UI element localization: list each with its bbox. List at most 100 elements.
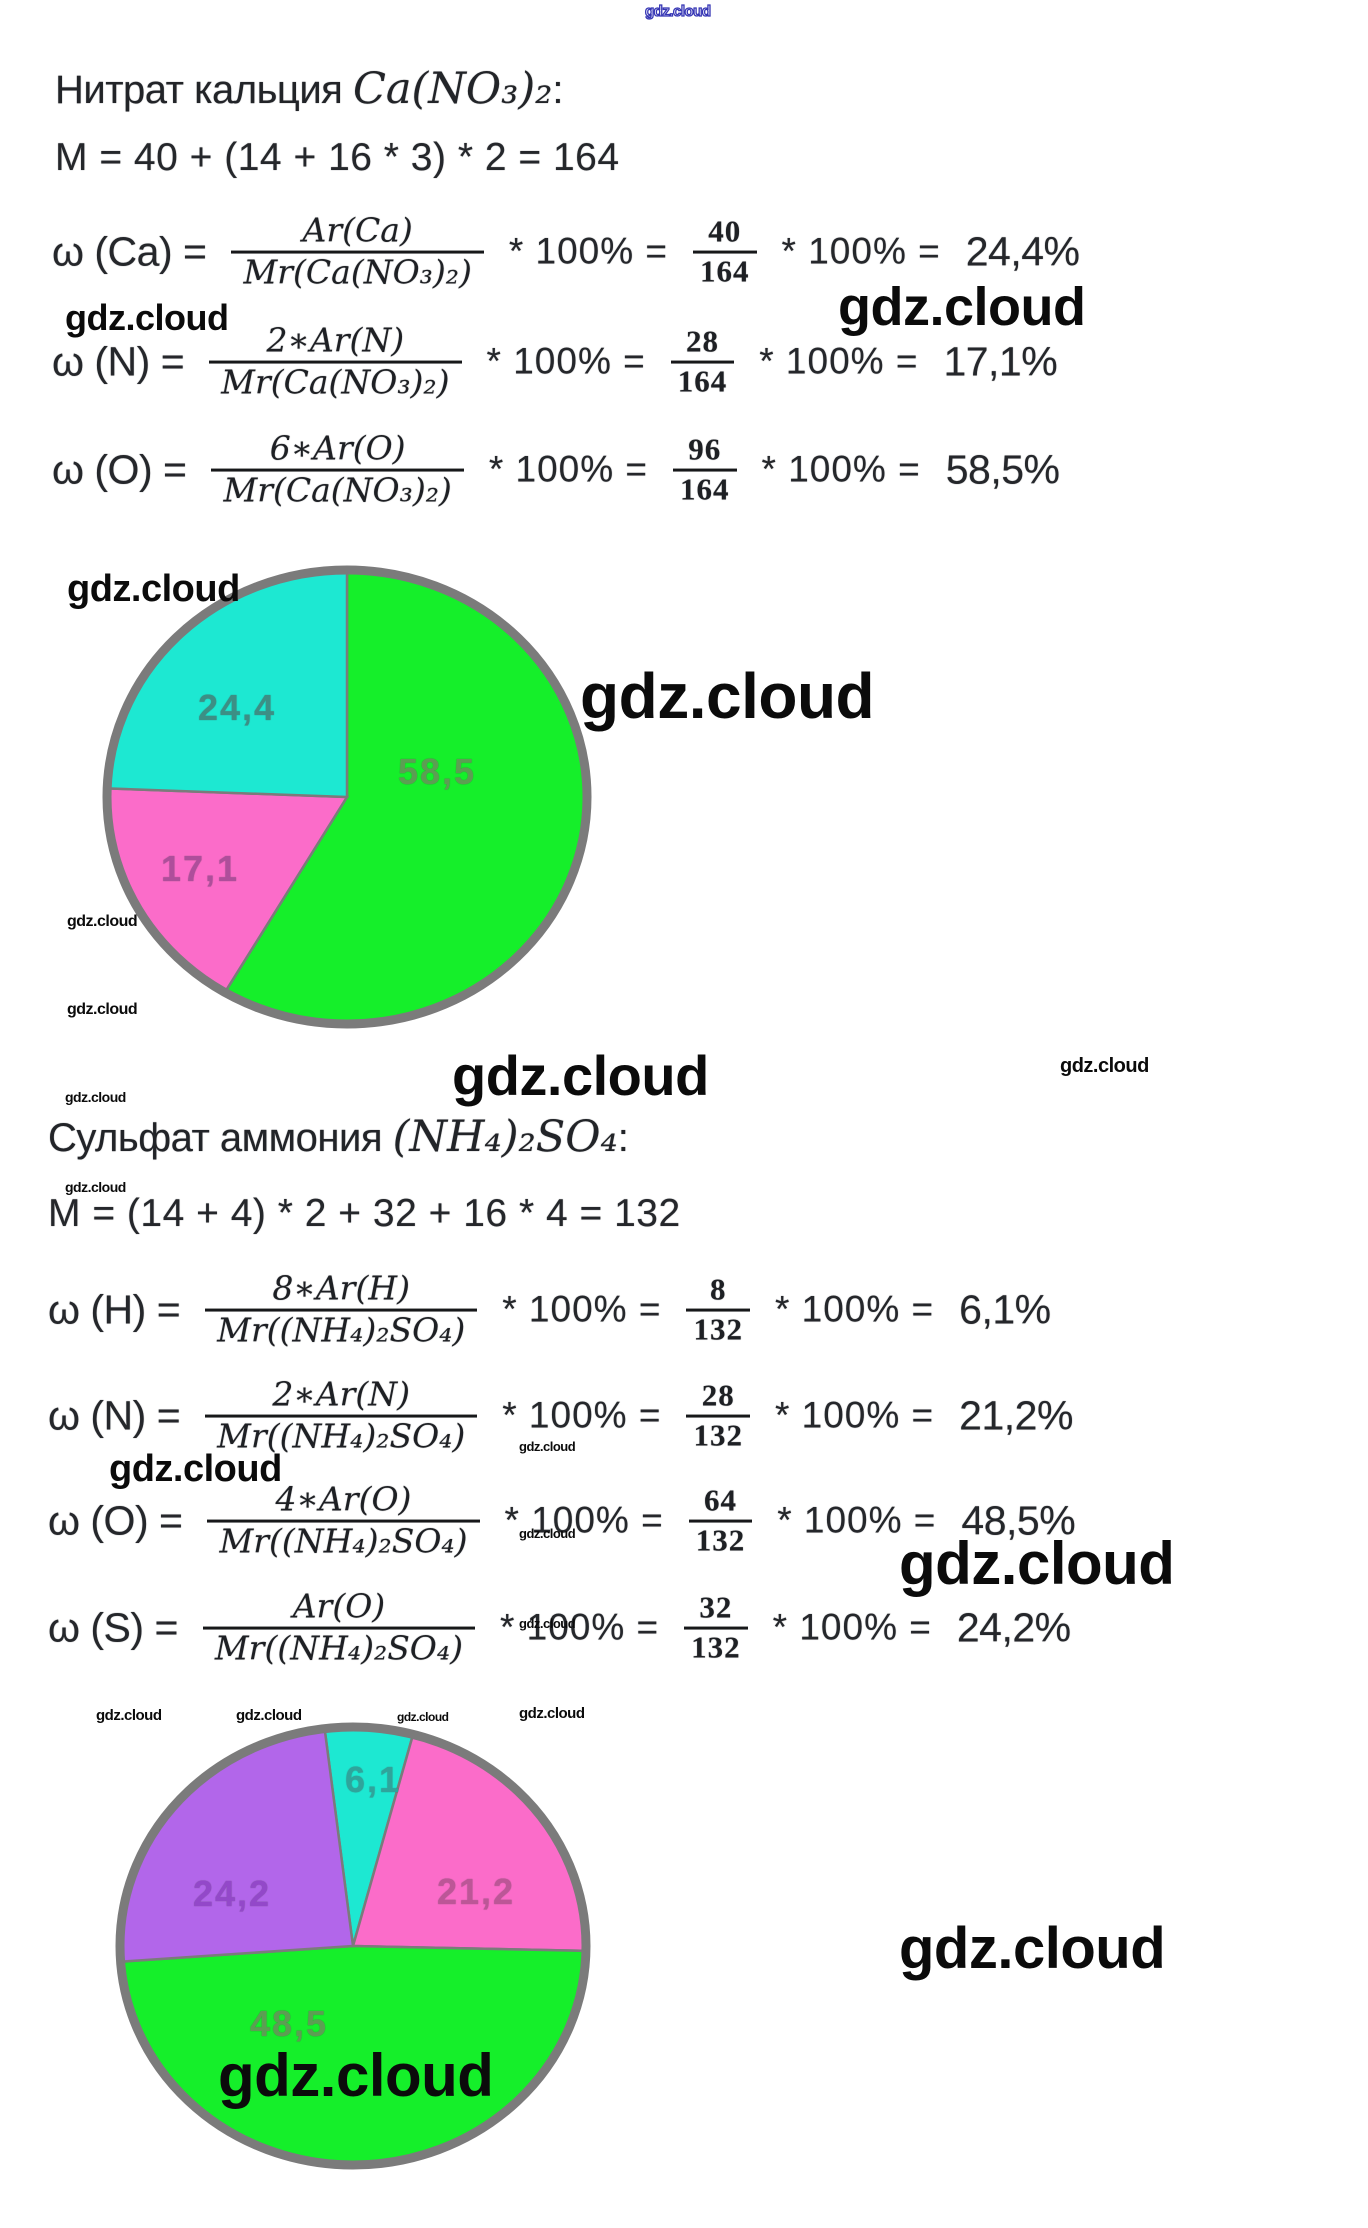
fraction-bar	[207, 1519, 480, 1523]
section2-title-text: Сульфат аммония	[48, 1116, 382, 1160]
numeric-denominator: 164	[700, 253, 750, 289]
fraction-numerator: 6∗Ar(O)	[269, 428, 406, 468]
multiply-100: * 100% =	[772, 1607, 932, 1648]
fraction: Ar(O) Mr((NH₄)₂SO₄)	[202, 1586, 475, 1669]
percent-result: 48,5%	[961, 1497, 1076, 1544]
numeric-denominator: 164	[680, 471, 730, 507]
section2-title-formula: (NH₄)₂SO₄	[392, 1112, 618, 1162]
fraction-denominator: Mr((NH₄)₂SO₄)	[214, 1628, 463, 1668]
numeric-fraction: 28 132	[686, 1378, 750, 1454]
section2-mass-formula: M = (14 + 4) * 2 + 32 + 16 * 4 = 132	[48, 1192, 681, 1235]
multiply-100: * 100% =	[486, 341, 646, 382]
fraction: 2∗Ar(N) Mr(Ca(NO₃)₂)	[209, 320, 462, 403]
numeric-denominator: 132	[693, 1417, 743, 1453]
section2-title-colon: :	[617, 1116, 629, 1160]
multiply-100: * 100% =	[502, 1289, 662, 1330]
multiply-100: * 100% =	[508, 231, 669, 272]
fraction-denominator: Mr(Ca(NO₃)₂)	[223, 470, 452, 510]
numeric-denominator: 164	[677, 363, 728, 399]
omega-lhs: ω (N) =	[48, 1392, 181, 1439]
fraction-numerator: 2∗Ar(N)	[266, 320, 405, 360]
percent-result: 24,2%	[956, 1604, 1071, 1651]
multiply-100: * 100% =	[502, 1395, 662, 1436]
fraction-bar	[231, 250, 484, 254]
formula-row-ca: ω (Ca) = Ar(Ca) Mr(Ca(NO₃)₂) * 100% = 40 1…	[52, 210, 1080, 293]
formula-row-n2: ω (N) = 2∗Ar(N) Mr((NH₄)₂SO₄) * 100% = 28…	[48, 1374, 1073, 1457]
formula-row-n: ω (N) = 2∗Ar(N) Mr(Ca(NO₃)₂) * 100% = 28 1…	[52, 320, 1058, 403]
fraction: 8∗Ar(H) Mr((NH₄)₂SO₄)	[205, 1268, 478, 1351]
section2-title: Сульфат аммония (NH₄)₂SO₄:	[48, 1112, 629, 1162]
numeric-fraction: 32 132	[684, 1590, 748, 1666]
fraction-denominator: Mr(Ca(NO₃)₂)	[243, 252, 472, 292]
omega-lhs: ω (O) =	[48, 1497, 183, 1544]
numeric-numerator: 28	[701, 1377, 735, 1413]
fraction-bar	[205, 1308, 478, 1312]
fraction: Ar(Ca) Mr(Ca(NO₃)₂)	[231, 210, 484, 293]
fraction-numerator: 8∗Ar(H)	[272, 1268, 410, 1308]
percent-result: 58,5%	[945, 446, 1060, 493]
fraction-numerator: Ar(O)	[292, 1586, 386, 1626]
numeric-numerator: 32	[699, 1589, 733, 1625]
fraction-bar	[670, 360, 735, 364]
fraction-bar	[686, 1308, 750, 1312]
fraction: 6∗Ar(O) Mr(Ca(NO₃)₂)	[211, 428, 464, 511]
percent-result: 24,4%	[965, 228, 1080, 275]
multiply-100: * 100% =	[781, 231, 941, 272]
multiply-100: * 100% =	[504, 1500, 664, 1541]
fraction-numerator: 2∗Ar(N)	[272, 1374, 411, 1414]
numeric-denominator: 132	[695, 1522, 746, 1558]
fraction-bar	[202, 1626, 475, 1630]
numeric-numerator: 28	[685, 323, 719, 359]
omega-lhs: ω (Ca) =	[52, 228, 207, 275]
multiply-100: * 100% =	[777, 1500, 937, 1541]
fraction-bar	[211, 468, 464, 472]
fraction-numerator: 4∗Ar(O)	[275, 1479, 412, 1519]
percent-result: 21,2%	[959, 1392, 1073, 1439]
fraction-bar	[209, 360, 462, 364]
multiply-100: * 100% =	[759, 341, 919, 382]
percent-result: 6,1%	[959, 1286, 1051, 1333]
fraction-denominator: Mr((NH₄)₂SO₄)	[217, 1310, 466, 1350]
fraction-denominator: Mr((NH₄)₂SO₄)	[219, 1521, 468, 1561]
fraction-bar	[673, 468, 737, 472]
fraction-bar	[205, 1414, 478, 1418]
numeric-denominator: 132	[693, 1311, 743, 1347]
omega-lhs: ω (S) =	[48, 1604, 178, 1651]
numeric-fraction: 64 132	[688, 1482, 753, 1559]
fraction-bar	[693, 250, 757, 254]
percent-result: 17,1%	[943, 338, 1058, 385]
multiply-100: * 100% =	[499, 1607, 660, 1648]
numeric-numerator: 40	[708, 213, 742, 249]
numeric-fraction: 8 132	[686, 1272, 750, 1348]
numeric-denominator: 132	[691, 1629, 741, 1665]
multiply-100: * 100% =	[774, 1395, 935, 1436]
section1-title-colon: :	[552, 68, 564, 112]
formula-row-o: ω (O) = 6∗Ar(O) Mr(Ca(NO₃)₂) * 100% = 96 1…	[52, 428, 1060, 511]
fraction-denominator: Mr(Ca(NO₃)₂)	[221, 362, 450, 402]
numeric-fraction: 28 164	[670, 323, 735, 400]
numeric-numerator: 64	[703, 1482, 737, 1518]
formula-row-s: ω (S) = Ar(O) Mr((NH₄)₂SO₄) * 100% = 32 13…	[48, 1586, 1071, 1669]
fraction-bar	[686, 1414, 750, 1418]
formula-row-o2: ω (O) = 4∗Ar(O) Mr((NH₄)₂SO₄) * 100% = 64…	[48, 1479, 1076, 1562]
fraction-bar	[684, 1626, 748, 1630]
numeric-fraction: 40 164	[693, 214, 757, 290]
fraction: 2∗Ar(N) Mr((NH₄)₂SO₄)	[205, 1374, 478, 1457]
section1-mass-formula: M = 40 + (14 + 16 * 3) * 2 = 164	[55, 136, 620, 179]
omega-lhs: ω (H) =	[48, 1286, 181, 1333]
omega-lhs: ω (O) =	[52, 446, 187, 493]
section1-title-formula: Ca(NO₃)₂	[352, 64, 553, 114]
omega-lhs: ω (N) =	[52, 338, 185, 385]
fraction-denominator: Mr((NH₄)₂SO₄)	[217, 1416, 466, 1456]
fraction-numerator: Ar(Ca)	[302, 210, 413, 250]
multiply-100: * 100% =	[761, 449, 921, 490]
numeric-numerator: 8	[709, 1271, 727, 1307]
multiply-100: * 100% =	[774, 1289, 935, 1330]
fraction-bar	[688, 1519, 753, 1523]
section1-title-text: Нитрат кальция	[55, 68, 343, 112]
numeric-fraction: 96 164	[673, 432, 737, 508]
fraction: 4∗Ar(O) Mr((NH₄)₂SO₄)	[207, 1479, 480, 1562]
